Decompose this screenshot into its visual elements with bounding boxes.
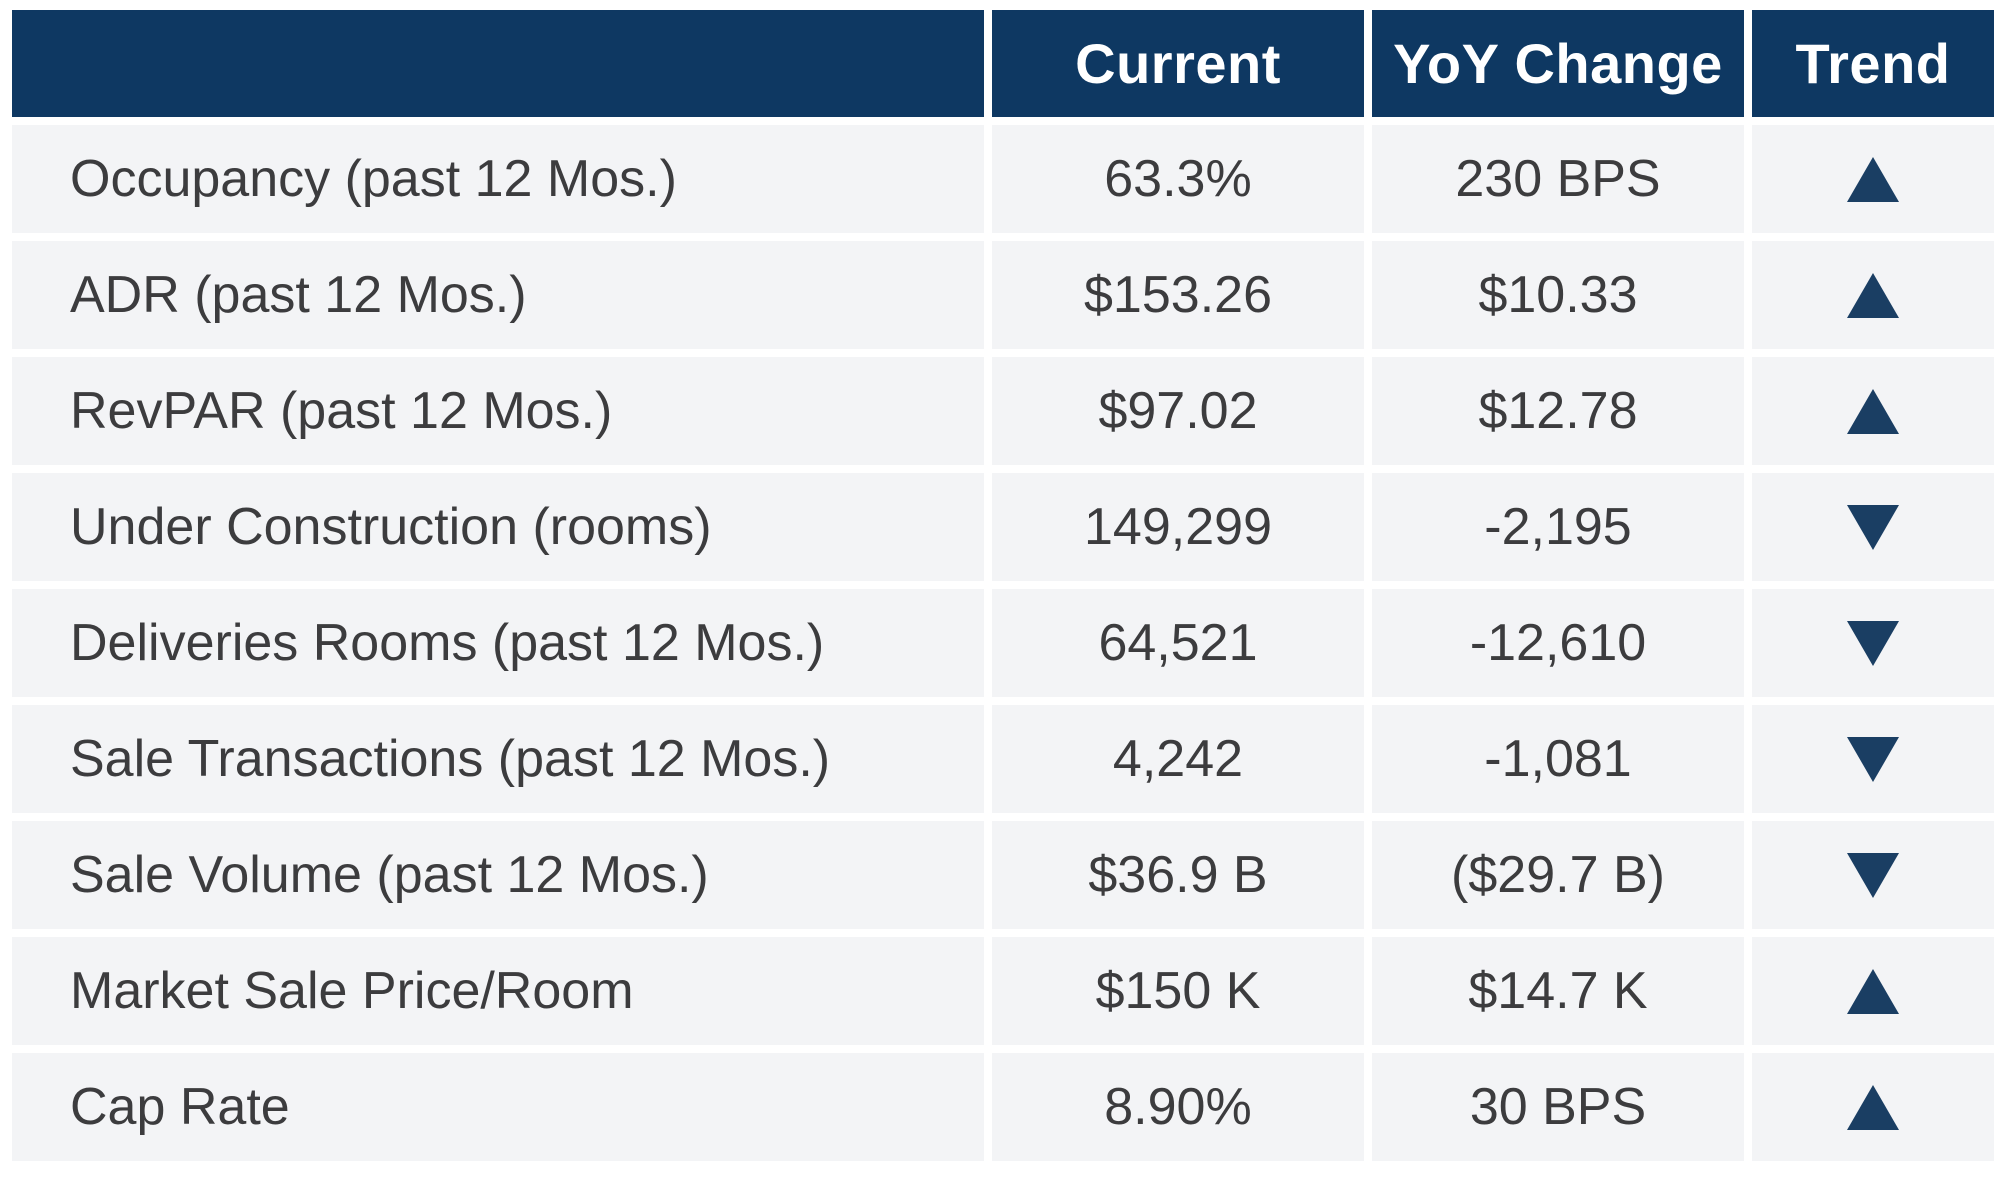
table-header-row: Current YoY Change Trend xyxy=(12,10,1994,117)
table-body: Occupancy (past 12 Mos.) 63.3% 230 BPS A… xyxy=(12,125,1994,1161)
current-value-cell: $97.02 xyxy=(992,357,1364,465)
trend-up-icon xyxy=(1847,1084,1899,1130)
yoy-change-value-cell: $14.7 K xyxy=(1372,937,1744,1045)
current-value-cell: 4,242 xyxy=(992,705,1364,813)
trend-cell xyxy=(1752,473,1994,581)
table-row: Cap Rate 8.90% 30 BPS xyxy=(12,1053,1994,1161)
yoy-change-value-cell: 230 BPS xyxy=(1372,125,1744,233)
yoy-change-value-cell: $12.78 xyxy=(1372,357,1744,465)
table-row: Deliveries Rooms (past 12 Mos.) 64,521 -… xyxy=(12,589,1994,697)
header-metric-cell xyxy=(12,10,984,117)
yoy-change-value-cell: $10.33 xyxy=(1372,241,1744,349)
trend-cell xyxy=(1752,821,1994,929)
current-value-cell: $153.26 xyxy=(992,241,1364,349)
trend-cell xyxy=(1752,1053,1994,1161)
table-row: ADR (past 12 Mos.) $153.26 $10.33 xyxy=(12,241,1994,349)
yoy-change-value-cell: ($29.7 B) xyxy=(1372,821,1744,929)
table-row: Market Sale Price/Room $150 K $14.7 K xyxy=(12,937,1994,1045)
metric-label-cell: Sale Volume (past 12 Mos.) xyxy=(12,821,984,929)
trend-down-icon xyxy=(1847,620,1899,666)
trend-down-icon xyxy=(1847,852,1899,898)
table-row: Sale Volume (past 12 Mos.) $36.9 B ($29.… xyxy=(12,821,1994,929)
current-value-cell: 149,299 xyxy=(992,473,1364,581)
trend-cell xyxy=(1752,589,1994,697)
header-trend-cell: Trend xyxy=(1752,10,1994,117)
yoy-change-value-cell: -1,081 xyxy=(1372,705,1744,813)
metric-label-cell: RevPAR (past 12 Mos.) xyxy=(12,357,984,465)
metric-label-cell: Market Sale Price/Room xyxy=(12,937,984,1045)
header-current-cell: Current xyxy=(992,10,1364,117)
table-row: Sale Transactions (past 12 Mos.) 4,242 -… xyxy=(12,705,1994,813)
metric-label-cell: Under Construction (rooms) xyxy=(12,473,984,581)
metric-label-cell: ADR (past 12 Mos.) xyxy=(12,241,984,349)
table-row: RevPAR (past 12 Mos.) $97.02 $12.78 xyxy=(12,357,1994,465)
table-row: Under Construction (rooms) 149,299 -2,19… xyxy=(12,473,1994,581)
trend-cell xyxy=(1752,937,1994,1045)
trend-up-icon xyxy=(1847,968,1899,1014)
current-value-cell: 63.3% xyxy=(992,125,1364,233)
current-value-cell: $36.9 B xyxy=(992,821,1364,929)
trend-up-icon xyxy=(1847,388,1899,434)
trend-cell xyxy=(1752,705,1994,813)
metric-label-cell: Sale Transactions (past 12 Mos.) xyxy=(12,705,984,813)
yoy-change-value-cell: 30 BPS xyxy=(1372,1053,1744,1161)
metric-label-cell: Deliveries Rooms (past 12 Mos.) xyxy=(12,589,984,697)
trend-cell xyxy=(1752,357,1994,465)
metric-label-cell: Occupancy (past 12 Mos.) xyxy=(12,125,984,233)
current-value-cell: $150 K xyxy=(992,937,1364,1045)
trend-cell xyxy=(1752,241,1994,349)
trend-up-icon xyxy=(1847,272,1899,318)
trend-down-icon xyxy=(1847,504,1899,550)
yoy-change-value-cell: -12,610 xyxy=(1372,589,1744,697)
trend-cell xyxy=(1752,125,1994,233)
trend-down-icon xyxy=(1847,736,1899,782)
table-row: Occupancy (past 12 Mos.) 63.3% 230 BPS xyxy=(12,125,1994,233)
current-value-cell: 64,521 xyxy=(992,589,1364,697)
metric-label-cell: Cap Rate xyxy=(12,1053,984,1161)
yoy-change-value-cell: -2,195 xyxy=(1372,473,1744,581)
current-value-cell: 8.90% xyxy=(992,1053,1364,1161)
trend-up-icon xyxy=(1847,156,1899,202)
header-yoy-change-cell: YoY Change xyxy=(1372,10,1744,117)
